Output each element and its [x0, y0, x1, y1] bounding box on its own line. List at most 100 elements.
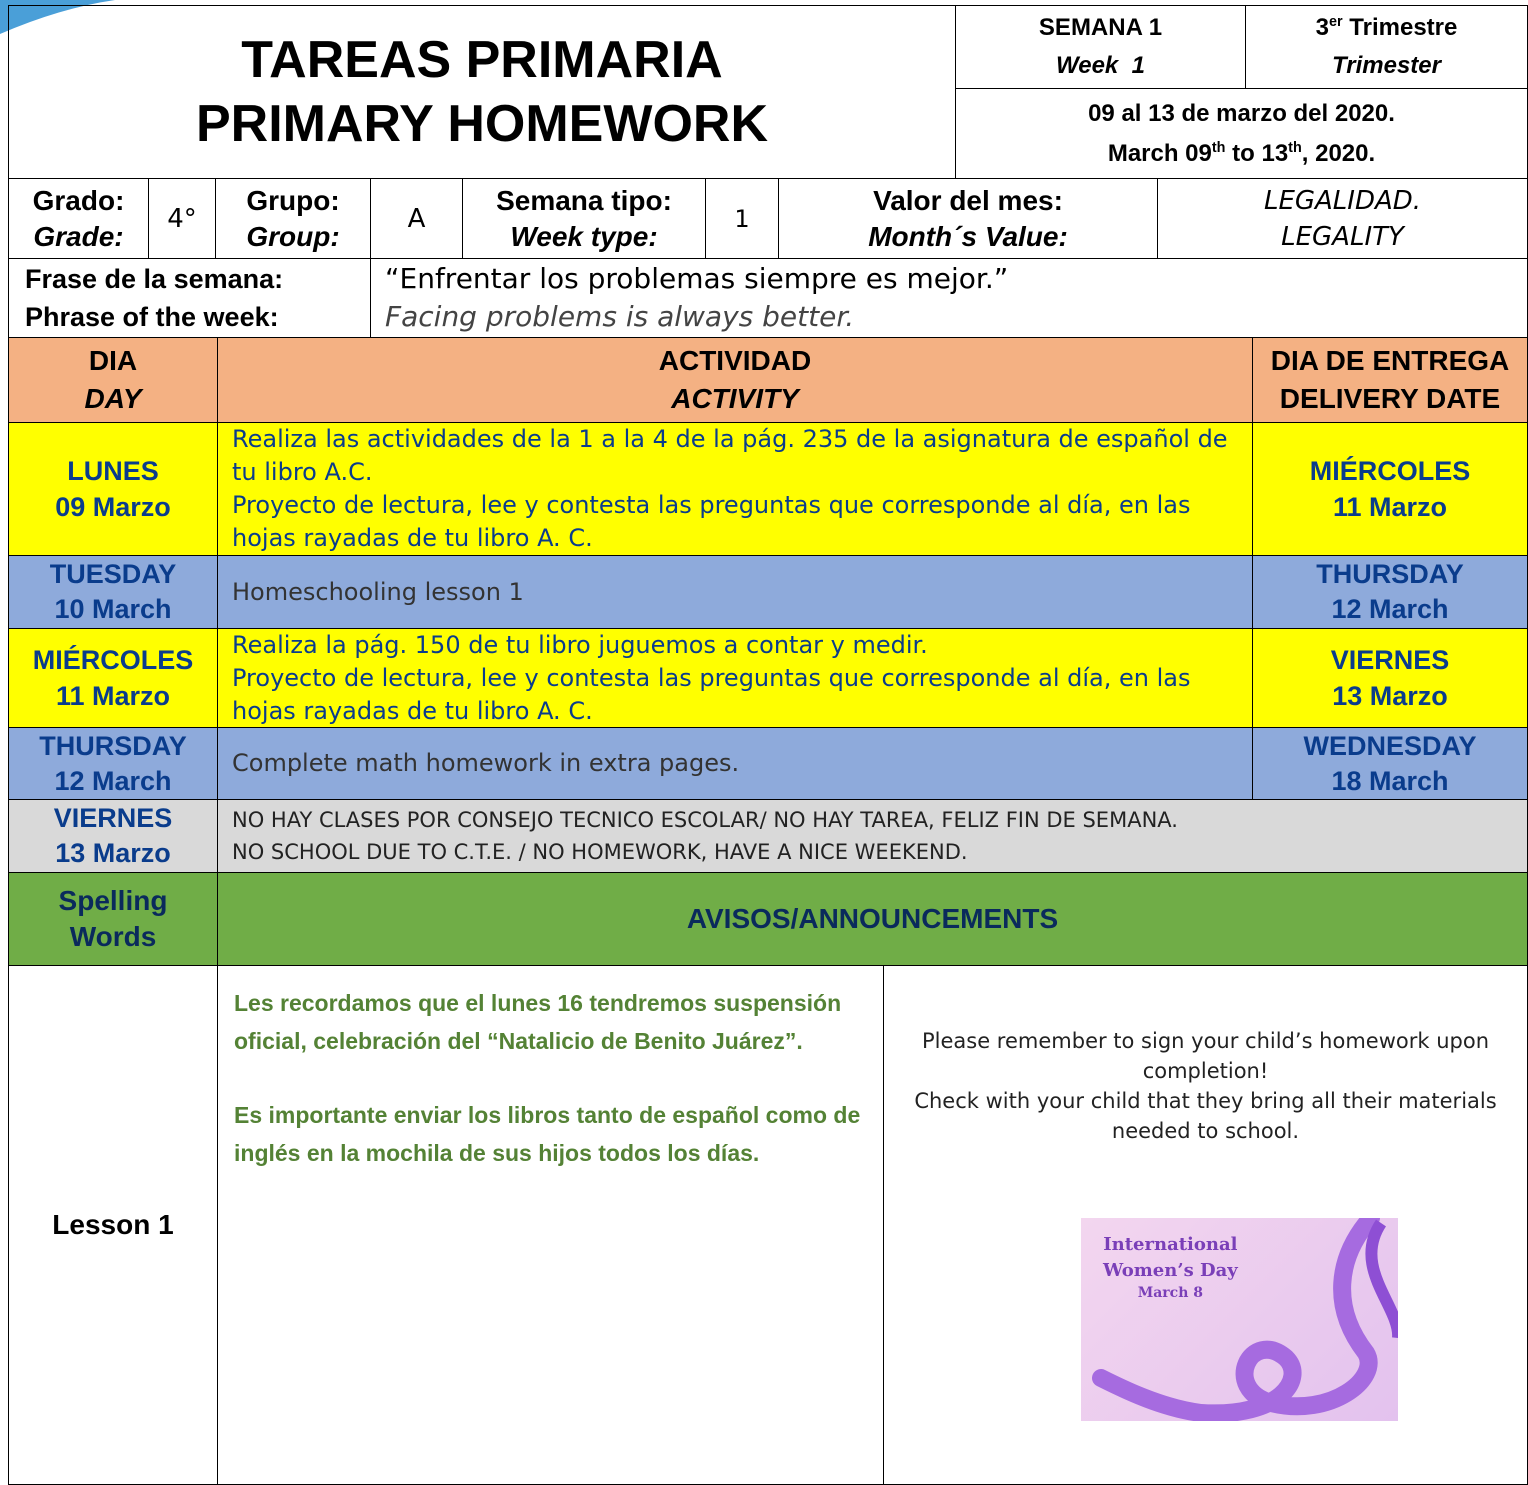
header-en: ACTIVITY — [671, 383, 799, 414]
day-cell: VIERNES 13 Marzo — [8, 799, 218, 873]
day-name: MIÉRCOLES — [32, 645, 194, 675]
day-date: 10 March — [54, 594, 172, 624]
activity-text: NO HAY CLASES POR CONSEJO TECNICO ESCOLA… — [232, 808, 1178, 832]
activity-cell: NO HAY CLASES POR CONSEJO TECNICO ESCOLA… — [217, 799, 1528, 873]
dates-cell: 09 al 13 de marzo del 2020. March 09th t… — [955, 88, 1528, 179]
note-en: Check with your child that they bring al… — [914, 1089, 1497, 1143]
grade-value: 4° — [167, 203, 197, 234]
note-en: Please remember to sign your child’s hom… — [921, 1029, 1490, 1083]
image-caption: International Women’s Day March 8 — [1103, 1232, 1238, 1302]
label-en: Week type: — [510, 220, 658, 252]
activity-text: Proyecto de lectura, lee y contesta las … — [232, 663, 1191, 725]
trimester-number: 3 — [1315, 14, 1329, 41]
day-date: 12 March — [54, 765, 172, 796]
day-name: LUNES — [67, 456, 159, 486]
week-es: SEMANA 1 — [1038, 14, 1163, 41]
subtitle: PRIMARY HOMEWORK — [196, 95, 768, 153]
label-es: Grupo: — [246, 184, 340, 216]
value-label: Valor del mes: Month´s Value: — [778, 178, 1158, 259]
day-cell: TUESDAY 10 March — [8, 555, 218, 629]
delivery-date: 12 March — [1331, 594, 1449, 624]
day-header: DIA DAY — [8, 337, 218, 423]
label-es: Frase de la semana: — [25, 264, 284, 294]
delivery-cell: WEDNESDAY 18 March — [1252, 727, 1528, 800]
notes-en-cell: Please remember to sign your child’s hom… — [883, 965, 1528, 1485]
image-text: Women’s Day — [1103, 1260, 1238, 1281]
delivery-date: 13 Marzo — [1332, 681, 1448, 711]
group-label: Grupo: Group: — [215, 178, 371, 259]
activity-text: Realiza la pág. 150 de tu libro juguemos… — [232, 630, 928, 659]
activity-header: ACTIVIDAD ACTIVITY — [217, 337, 1253, 423]
lesson: Lesson 1 — [52, 1209, 174, 1240]
ribbon — [1092, 1218, 1398, 1421]
header-es: DIA — [88, 345, 138, 376]
activity-cell: Complete math homework in extra pages. — [217, 727, 1253, 800]
image-text: International — [1103, 1234, 1238, 1255]
spelling-label: Spelling — [58, 885, 168, 916]
header-en: DELIVERY DATE — [1279, 383, 1501, 414]
week-type-value: 1 — [734, 204, 750, 233]
label-en: Month´s Value: — [868, 220, 1068, 252]
activity-cell: Realiza las actividades de la 1 a la 4 d… — [217, 422, 1253, 556]
week-en: Week 1 — [1056, 52, 1145, 79]
day-date: 13 Marzo — [55, 838, 171, 868]
week-type-label: Semana tipo: Week type: — [462, 178, 706, 259]
activity-text: Complete math homework in extra pages. — [232, 749, 740, 777]
day-cell: LUNES 09 Marzo — [8, 422, 218, 556]
day-cell: MIÉRCOLES 11 Marzo — [8, 628, 218, 728]
label-en: Phrase of the week: — [25, 302, 279, 332]
trimester-suffix: er — [1329, 14, 1343, 30]
day-name: THURSDAY — [39, 730, 187, 761]
delivery-date: 18 March — [1331, 765, 1449, 796]
header-es: ACTIVIDAD — [658, 345, 812, 376]
womens-day-image: International Women’s Day March 8 — [1081, 1218, 1398, 1421]
delivery-day: MIÉRCOLES — [1309, 456, 1471, 486]
activity-text: Homeschooling lesson 1 — [232, 577, 524, 606]
group-value: A — [407, 203, 426, 234]
day-cell: THURSDAY 12 March — [8, 727, 218, 800]
delivery-header: DIA DE ENTREGA DELIVERY DATE — [1252, 337, 1528, 423]
value-en: LEGALITY — [1281, 221, 1404, 252]
day-name: TUESDAY — [49, 559, 177, 589]
label-en: Group: — [246, 220, 340, 252]
dates-en: March 09th to 13th, 2020. — [1108, 134, 1375, 174]
phrase-label: Frase de la semana: Phrase of the week: — [8, 258, 371, 338]
delivery-cell: MIÉRCOLES 11 Marzo — [1252, 422, 1528, 556]
day-date: 11 Marzo — [55, 681, 171, 711]
activity-text: Realiza las actividades de la 1 a la 4 d… — [232, 425, 1228, 486]
week-cell: SEMANA 1 Week 1 — [955, 5, 1246, 89]
spelling-label: Words — [69, 921, 157, 952]
header-es: DIA DE ENTREGA — [1270, 345, 1510, 376]
day-date: 09 Marzo — [55, 492, 171, 522]
dates-suffix: th — [1211, 139, 1226, 156]
delivery-cell: VIERNES 13 Marzo — [1252, 628, 1528, 728]
activity-text: Proyecto de lectura, lee y contesta las … — [232, 491, 1191, 552]
image-text: March 8 — [1137, 1285, 1203, 1301]
corner-decoration — [0, 0, 115, 34]
phrase-es: “Enfrentar los problemas siempre es mejo… — [385, 262, 1009, 295]
trimester-en: Trimester — [1332, 52, 1441, 79]
trimester-es: 3er Trimestre — [1316, 9, 1458, 47]
lesson-cell: Lesson 1 — [8, 965, 218, 1485]
delivery-day: THURSDAY — [1316, 559, 1464, 589]
dates-part: , 2020. — [1301, 139, 1376, 167]
grade-value-cell: 4° — [148, 178, 216, 259]
announcements-header: AVISOS/ANNOUNCEMENTS — [217, 872, 1528, 966]
trimester-cell: 3er Trimestre Trimester — [1245, 5, 1528, 89]
title: TAREAS PRIMARIA — [241, 31, 723, 89]
value-cell: LEGALIDAD. LEGALITY — [1157, 178, 1528, 259]
activity-cell: Homeschooling lesson 1 — [217, 555, 1253, 629]
header-en: DAY — [84, 383, 142, 414]
trimester-word: Trimestre — [1349, 14, 1458, 41]
spelling-header: Spelling Words — [8, 872, 218, 966]
announcements-title: AVISOS/ANNOUNCEMENTS — [686, 903, 1059, 934]
delivery-day: VIERNES — [1330, 645, 1450, 675]
note-es: Les recordamos que el lunes 16 tendremos… — [234, 990, 842, 1054]
value-es: LEGALIDAD. — [1263, 185, 1422, 216]
activity-text: NO SCHOOL DUE TO C.T.E. / NO HOMEWORK, H… — [232, 840, 968, 864]
dates-es: 09 al 13 de marzo del 2020. — [1088, 99, 1395, 127]
label-es: Grado: — [32, 184, 125, 216]
delivery-cell: THURSDAY 12 March — [1252, 555, 1528, 629]
week-type-value-cell: 1 — [705, 178, 779, 259]
